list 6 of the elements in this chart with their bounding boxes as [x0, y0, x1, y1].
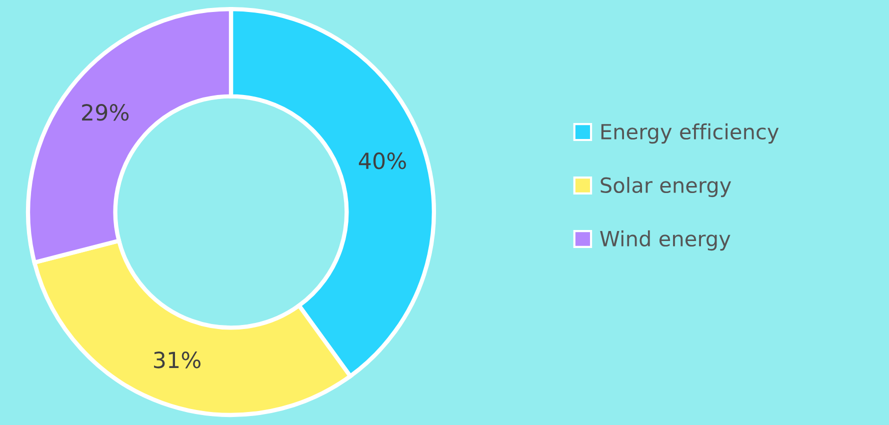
- data-label: 40%: [358, 152, 406, 170]
- legend-label: Wind energy: [600, 230, 730, 251]
- data-label: 31%: [154, 352, 201, 368]
- legend-label: Solar energy: [600, 176, 732, 198]
- legend-label: Energy efficiency: [601, 123, 779, 144]
- data-label: 29%: [82, 104, 129, 121]
